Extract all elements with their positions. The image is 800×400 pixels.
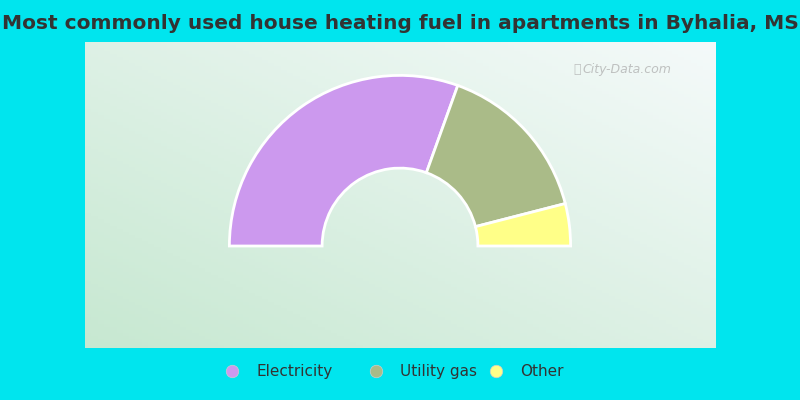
Text: City-Data.com: City-Data.com	[582, 64, 671, 76]
Text: Other: Other	[520, 364, 563, 379]
Text: Utility gas: Utility gas	[400, 364, 477, 379]
Wedge shape	[475, 204, 570, 246]
Text: Most commonly used house heating fuel in apartments in Byhalia, MS: Most commonly used house heating fuel in…	[2, 14, 798, 33]
Text: ⓘ: ⓘ	[574, 64, 581, 76]
Wedge shape	[230, 75, 458, 246]
Text: Electricity: Electricity	[256, 364, 332, 379]
Wedge shape	[426, 86, 566, 227]
